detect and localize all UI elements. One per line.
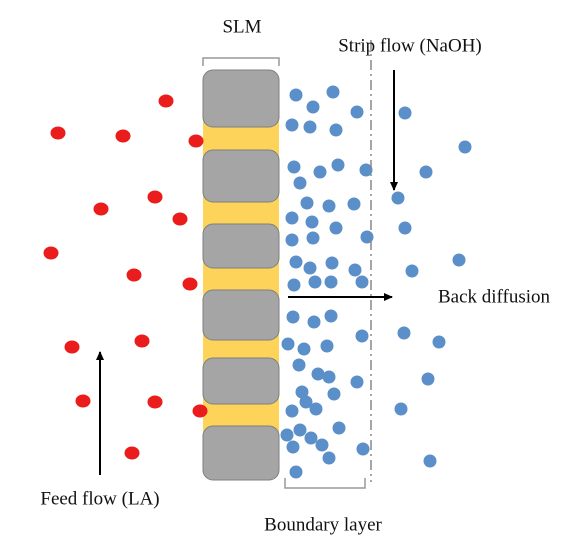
strip-dot: [295, 385, 309, 399]
solute-dot: [192, 404, 208, 418]
strip-dot: [293, 423, 307, 437]
strip-dot: [289, 88, 303, 102]
strip-dot: [398, 221, 412, 235]
strip-dot: [398, 106, 412, 120]
solute-dot: [93, 202, 109, 216]
strip-dot: [350, 375, 364, 389]
strip-dot: [303, 261, 317, 275]
strip-dot: [423, 454, 437, 468]
strip-dot: [285, 118, 299, 132]
strip-dot: [324, 309, 338, 323]
solute-dot: [147, 395, 163, 409]
particles: [43, 85, 472, 479]
strip-dot: [322, 451, 336, 465]
strip-dot: [332, 421, 346, 435]
strip-dot: [327, 387, 341, 401]
membrane-bracket: [202, 57, 280, 66]
solute-dot: [115, 129, 131, 143]
strip-dot: [293, 176, 307, 190]
strip-dot: [289, 465, 303, 479]
strip-dot: [286, 440, 300, 454]
strip-dot: [311, 367, 325, 381]
solute-dot: [158, 94, 174, 108]
solute-dot: [182, 277, 198, 291]
strip-flow-label: Strip flow (NaOH): [338, 35, 482, 56]
strip-dot: [397, 326, 411, 340]
strip-dot: [299, 395, 313, 409]
strip-dot: [286, 310, 300, 324]
strip-dot: [348, 263, 362, 277]
strip-dot: [320, 339, 334, 353]
strip-dot: [325, 256, 339, 270]
membrane-block: [202, 289, 280, 341]
strip-dot: [309, 402, 323, 416]
solute-dot: [75, 394, 91, 408]
solute-dot: [134, 334, 150, 348]
strip-dot: [322, 199, 336, 213]
boundary-layer-label: Boundary layer: [264, 514, 382, 535]
strip-dot: [306, 100, 320, 114]
strip-dot: [326, 85, 340, 99]
membrane: [202, 69, 280, 481]
solute-dot: [50, 126, 66, 140]
strip-dot: [297, 342, 311, 356]
strip-dot: [452, 253, 466, 267]
back-diffusion-label: Back diffusion: [438, 286, 551, 307]
strip-dot: [285, 233, 299, 247]
boundary-bracket: [284, 478, 366, 489]
solute-dot: [188, 134, 204, 148]
solute-dot: [64, 340, 80, 354]
solute-dot: [147, 190, 163, 204]
strip-dot: [405, 264, 419, 278]
strip-dot: [304, 431, 318, 445]
strip-dot: [324, 275, 338, 289]
membrane-block: [202, 357, 280, 405]
membrane-label: SLM: [222, 16, 261, 37]
membrane-block: [202, 69, 280, 128]
membrane-block: [202, 149, 280, 203]
strip-dot: [280, 428, 294, 442]
strip-dot: [419, 165, 433, 179]
strip-dot: [391, 191, 405, 205]
strip-dot: [305, 215, 319, 229]
strip-dot: [432, 335, 446, 349]
strip-dot: [359, 163, 373, 177]
strip-dot: [355, 329, 369, 343]
strip-dot: [307, 315, 321, 329]
strip-dot: [355, 275, 369, 289]
solute-dot: [126, 268, 142, 282]
strip-dot: [287, 278, 301, 292]
strip-dot: [331, 158, 345, 172]
strip-dot: [356, 442, 370, 456]
membrane-block: [202, 425, 280, 481]
strip-dot: [322, 370, 336, 384]
strip-dot: [281, 337, 295, 351]
strip-dot: [394, 402, 408, 416]
solute-dot: [43, 246, 59, 260]
strip-dot: [329, 123, 343, 137]
strip-dot: [285, 211, 299, 225]
strip-dot: [300, 196, 314, 210]
strip-dot: [303, 120, 317, 134]
strip-dot: [287, 160, 301, 174]
strip-dot: [313, 165, 327, 179]
strip-dot: [350, 105, 364, 119]
strip-dot: [458, 140, 472, 154]
membrane-block: [202, 223, 280, 269]
strip-dot: [329, 221, 343, 235]
solute-dot: [124, 446, 140, 460]
strip-dot: [292, 358, 306, 372]
strip-dot: [308, 275, 322, 289]
strip-dot: [289, 255, 303, 269]
strip-dot: [306, 231, 320, 245]
strip-dot: [421, 372, 435, 386]
strip-dot: [347, 197, 361, 211]
solute-dot: [172, 212, 188, 226]
feed-flow-label: Feed flow (LA): [40, 488, 159, 509]
strip-dot: [315, 438, 329, 452]
strip-dot: [285, 404, 299, 418]
